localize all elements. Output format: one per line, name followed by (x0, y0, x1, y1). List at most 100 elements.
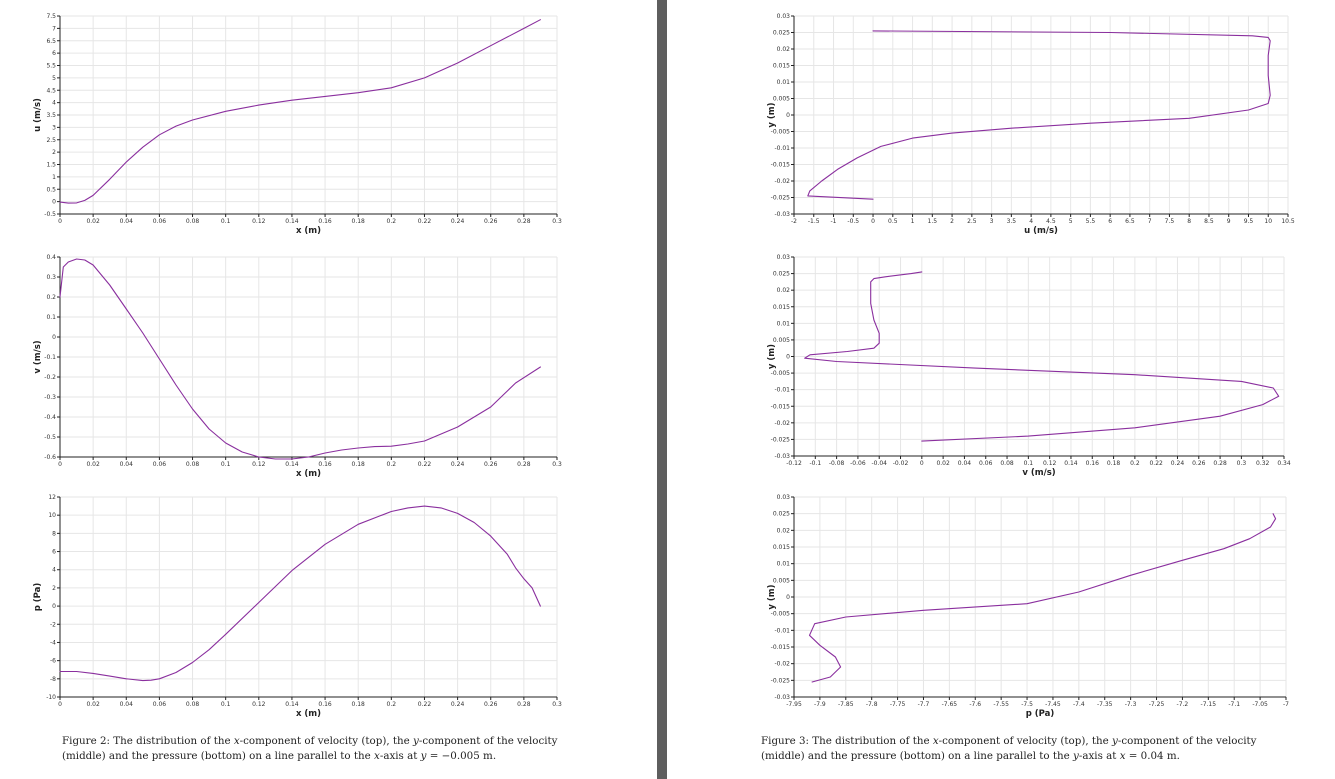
x-tick-label-_7_05: -7.05 (1252, 701, 1268, 708)
x-axis-label: u (m/s) (1024, 226, 1058, 236)
y-tick-label-0_03: 0.03 (777, 494, 791, 501)
y-tick-label-_0_1: -0.1 (44, 354, 56, 361)
x-tick-label-_7_6: -7.6 (969, 701, 981, 708)
x-tick-label-0_06: 0.06 (153, 701, 167, 708)
y-tick-label-_0_015: -0.015 (771, 403, 791, 410)
y-tick-label-_0_02: -0.02 (774, 661, 790, 668)
x-tick-label-_7_5: -7.5 (1021, 701, 1033, 708)
y-tick-label-0_4: 0.4 (46, 254, 56, 261)
grid (59, 15, 558, 215)
x-tick-label-_1: -1 (831, 218, 837, 225)
y-tick-label-1: 1 (52, 174, 56, 181)
y-axis-label: u (m/s) (33, 98, 43, 132)
x-tick-label-0_26: 0.26 (484, 461, 498, 468)
caption-text: -component of velocity (top), the (239, 735, 414, 747)
figure3-u-plot: -2 -1.5 -1 -0.5 0 0.5 1 1.5 2 2.5 3 3.5 4 4.5 5 5.5 6 6.5… (767, 13, 1295, 236)
y-tick-label-4: 4 (52, 100, 56, 107)
y-tick-label-2_5: 2.5 (46, 137, 56, 144)
x-tick-label-0_08: 0.08 (1000, 460, 1014, 467)
y-tick-label-_0_5: -0.5 (44, 434, 56, 441)
x-tick-label-0_02: 0.02 (86, 701, 100, 708)
x-tick-label-0_34: 0.34 (1277, 460, 1291, 467)
y-tick-label-_0_03: -0.03 (774, 211, 790, 218)
figure2-v-plot: 0 0.02 0.04 0.06 0.08 0.1 0.12 0.14 0.16 0.18 0.2 0… (33, 254, 562, 479)
x-tick-label-0: 0 (871, 218, 875, 225)
x-tick-label-8_5: 8.5 (1204, 218, 1214, 225)
x-tick-label-_7_4: -7.4 (1073, 701, 1085, 708)
x-tick-label-1_5: 1.5 (928, 218, 938, 225)
y-tick-label-_0_03: -0.03 (774, 694, 790, 701)
x-tick-label-6: 6 (1108, 218, 1112, 225)
caption-label: Figure 2: (62, 735, 110, 747)
y-axis-label: y (m) (767, 584, 777, 609)
x-tick-label-0_26: 0.26 (484, 701, 498, 708)
page-right: -2 -1.5 -1 -0.5 0 0.5 1 1.5 2 2.5 3 3.5 4 4.5 5 5.5 6 6.5… (667, 0, 1335, 779)
caption-math: y (1112, 735, 1118, 747)
y-tick-label-0_03: 0.03 (777, 254, 791, 261)
x-tick-label-0_22: 0.22 (418, 218, 432, 225)
grid (793, 256, 1285, 457)
y-tick-label-_2: -2 (50, 621, 56, 628)
x-tick-label-0: 0 (58, 701, 62, 708)
y-tick-label-_0_015: -0.015 (771, 644, 791, 651)
x-tick-label-4: 4 (1029, 218, 1033, 225)
figure3-v-plot: -0.12 -0.1 -0.08 -0.06 -0.04 -0.02 0 0.02 0.04 0.… (767, 254, 1291, 478)
y-tick-label-_0_01: -0.01 (774, 627, 790, 634)
y-tick-label-_0_005: -0.005 (771, 370, 791, 377)
y-tick-label-7_5: 7.5 (46, 13, 56, 20)
x-axis-label: v (m/s) (1022, 468, 1055, 478)
x-tick-label-0_16: 0.16 (1086, 460, 1100, 467)
y-tick-label-0_01: 0.01 (777, 320, 791, 327)
x-tick-label-9: 9 (1227, 218, 1231, 225)
x-tick-label-_7_15: -7.15 (1201, 701, 1217, 708)
x-tick-label-0_02: 0.02 (86, 461, 100, 468)
page-left: 0 0.02 0.04 0.06 0.08 0.1 0.12 0.14 0.16 0.18 0.2 0… (0, 0, 657, 779)
caption-text: = −0.005 m. (426, 750, 497, 762)
caption-text: The distribution of the (113, 735, 234, 747)
x-tick-label-_0_08: -0.08 (829, 460, 845, 467)
y-tick-label-0_01: 0.01 (777, 79, 791, 86)
y-tick-label-_10: -10 (46, 694, 56, 701)
caption-math: x (932, 735, 939, 747)
y-tick-label-0_015: 0.015 (773, 63, 790, 70)
x-tick-label-_0_5: -0.5 (847, 218, 859, 225)
y-axis-label: p (Pa) (33, 583, 43, 612)
y-tick-label-_0_02: -0.02 (774, 420, 790, 427)
x-tick-label-_7: -7 (1283, 701, 1289, 708)
caption-math: x (233, 735, 240, 747)
x-tick-label-0_24: 0.24 (1171, 460, 1185, 467)
y-tick-label-0_025: 0.025 (773, 30, 790, 37)
y-tick-label-1_5: 1.5 (46, 162, 56, 169)
figure2-u-plot: 0 0.02 0.04 0.06 0.08 0.1 0.12 0.14 0.16 0.18 0.2 0… (33, 13, 562, 236)
x-tick-label-0_28: 0.28 (517, 701, 531, 708)
y-tick-label-_8: -8 (50, 676, 56, 683)
x-tick-label-0_12: 0.12 (252, 461, 266, 468)
x-axis-label: x (m) (296, 226, 321, 236)
x-tick-label-0_1: 0.1 (221, 701, 231, 708)
x-tick-label-_7_55: -7.55 (993, 701, 1009, 708)
y-tick-label-8: 8 (52, 530, 56, 537)
x-tick-label-0_26: 0.26 (484, 218, 498, 225)
caption-text: The distribution of the (812, 735, 933, 747)
x-tick-label-0: 0 (58, 218, 62, 225)
grid (59, 256, 558, 458)
y-tick-label-_0_015: -0.015 (771, 162, 791, 169)
figure2-p-plot: 0 0.02 0.04 0.06 0.08 0.1 0.12 0.14 0.16 0.18 0.2 0… (33, 494, 562, 719)
y-tick-label-2: 2 (52, 585, 56, 592)
x-tick-label-_7_2: -7.2 (1177, 701, 1189, 708)
x-tick-label-3: 3 (990, 218, 994, 225)
x-tick-label-_7_9: -7.9 (814, 701, 826, 708)
y-axis-label: v (m/s) (33, 340, 43, 373)
y-tick-label-0_025: 0.025 (773, 271, 790, 278)
x-axis-label: x (m) (296, 469, 321, 479)
y-tick-label-12: 12 (48, 494, 56, 501)
x-tick-label-0_22: 0.22 (418, 461, 432, 468)
y-axis-label: y (m) (767, 102, 777, 127)
caption-label: Figure 3: (761, 735, 809, 747)
x-tick-label-_7_25: -7.25 (1149, 701, 1165, 708)
x-tick-label-0_16: 0.16 (318, 218, 332, 225)
x-tick-label-10_5: 10.5 (1281, 218, 1295, 225)
caption-text: -component of the velocity (middle) and … (761, 735, 1257, 762)
x-tick-label-0_22: 0.22 (1149, 460, 1163, 467)
y-tick-label-0_1: 0.1 (46, 314, 56, 321)
